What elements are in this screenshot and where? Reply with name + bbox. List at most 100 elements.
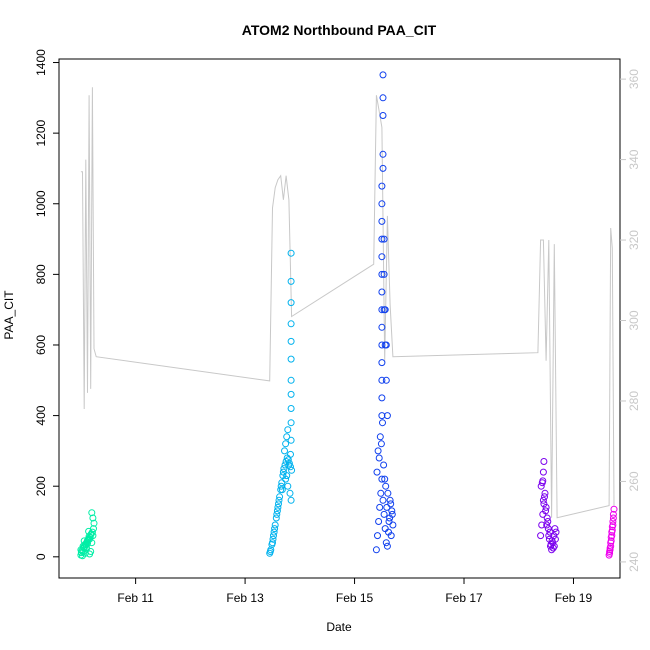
data-point [279, 468, 287, 476]
data-point [386, 496, 394, 504]
data-point [270, 532, 277, 540]
data-point [287, 390, 295, 398]
y-tick-label: 1400 [34, 49, 48, 76]
data-point [376, 503, 384, 511]
data-point [276, 493, 284, 501]
data-point [284, 426, 292, 434]
data-point [547, 541, 555, 548]
plot-frame [58, 58, 621, 579]
data-point [609, 510, 617, 518]
y2-tick-label: 280 [627, 391, 641, 411]
x-axis-label: Date [326, 620, 352, 634]
y-tick-label: 1200 [34, 119, 48, 146]
data-point [379, 419, 386, 427]
y-axis-label: PAA_CIT [2, 290, 16, 340]
data-point [88, 509, 96, 517]
data-point [77, 546, 85, 554]
data-point [287, 463, 294, 471]
data-point [287, 355, 295, 363]
data-point [287, 450, 294, 458]
x-tick-label: Feb 19 [555, 591, 593, 605]
data-point [379, 150, 387, 158]
data-point [271, 525, 279, 533]
y2-tick-label: 320 [627, 230, 641, 250]
data-point [378, 376, 386, 384]
data-point [378, 288, 386, 296]
chart-title: ATOM2 Northbound PAA_CIT [242, 22, 437, 38]
data-point [79, 548, 87, 556]
data-point [275, 496, 283, 504]
data-point [383, 503, 391, 511]
data-point [269, 535, 277, 543]
data-point [609, 518, 617, 525]
data-point [610, 505, 618, 513]
data-point [379, 112, 387, 119]
data-point [380, 235, 388, 243]
data-point [373, 468, 381, 476]
y2-tick-label: 340 [627, 149, 641, 169]
data-point [269, 539, 276, 547]
data-point [278, 479, 286, 487]
data-point [385, 518, 393, 525]
x-axis: Feb 11 Feb 13 Feb 15 Feb 17 Feb 19 [117, 578, 592, 605]
data-point [606, 546, 614, 554]
data-point [274, 503, 282, 511]
data-point [277, 482, 285, 490]
data-point [372, 546, 380, 554]
data-point [539, 477, 547, 485]
data-point [378, 270, 386, 278]
data-point [380, 270, 388, 278]
data-point [379, 496, 387, 504]
data-point [378, 341, 386, 349]
data-point [542, 503, 550, 511]
data-point [86, 535, 94, 543]
data-point [284, 482, 292, 490]
data-point [278, 486, 286, 494]
data-point [609, 521, 617, 529]
data-point [275, 500, 282, 508]
data-point [266, 548, 274, 555]
y-tick-label: 200 [34, 476, 48, 496]
data-point [282, 440, 290, 448]
data-point [542, 507, 550, 515]
data-point [549, 544, 557, 552]
data-point [378, 475, 386, 483]
data-point [541, 493, 548, 501]
data-point [379, 71, 387, 79]
data-point [381, 525, 389, 533]
series-4 [605, 505, 618, 559]
data-point [87, 531, 95, 539]
data-point [382, 376, 390, 384]
data-point [287, 299, 295, 307]
data-point [383, 412, 391, 420]
data-point [381, 475, 389, 483]
data-point [541, 489, 549, 497]
y-tick-label: 600 [34, 335, 48, 355]
data-point [387, 500, 395, 508]
data-point [80, 541, 88, 549]
data-point [546, 528, 554, 536]
data-point [608, 526, 616, 534]
y-tick-label: 800 [34, 264, 48, 284]
x-tick-label: Feb 11 [117, 591, 154, 605]
data-point [287, 405, 295, 412]
data-point [540, 458, 548, 465]
data-point [383, 542, 391, 550]
data-point [607, 542, 615, 550]
y-tick-label: 1000 [34, 190, 48, 217]
data-point [375, 454, 383, 462]
x-tick-label: Feb 17 [445, 591, 483, 605]
secondary-series-line [80, 87, 615, 519]
data-point [374, 532, 381, 540]
data-point [378, 323, 386, 331]
data-point [379, 94, 387, 102]
data-point [378, 253, 386, 261]
data-point [288, 466, 296, 474]
data-point [540, 500, 548, 508]
data-point [543, 514, 551, 522]
data-point [270, 528, 278, 536]
data-point [384, 489, 392, 497]
data-point [377, 489, 385, 497]
